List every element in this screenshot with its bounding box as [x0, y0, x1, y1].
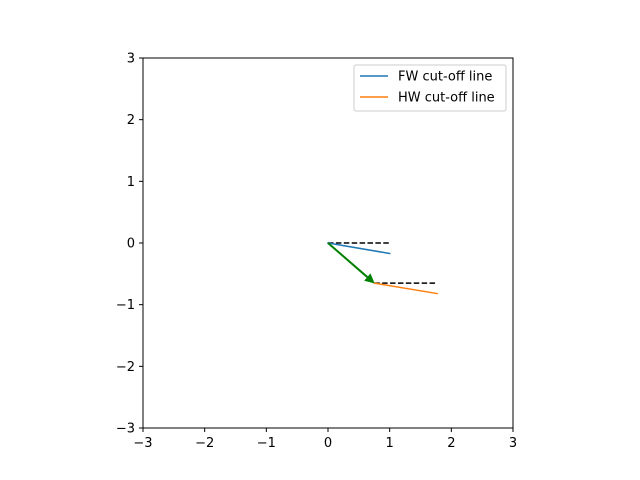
y-tick-label: −1: [116, 298, 135, 313]
series-line-hw-cut-off: [373, 282, 439, 295]
axes: −3 −2 −1 0 1 2 3 −3 −2 −1 0 1 2 3: [116, 52, 517, 452]
y-tick-label: 3: [127, 52, 135, 67]
vector-arrow-head: [364, 273, 375, 284]
legend-label: HW cut-off line: [398, 91, 495, 106]
x-tick-label: 0: [324, 436, 332, 451]
legend-box: [353, 64, 507, 112]
y-axis: −3 −2 −1 0 1 2 3: [116, 52, 143, 437]
x-tick-label: −3: [133, 436, 152, 451]
y-tick-label: 0: [127, 237, 135, 252]
y-tick-label: −3: [116, 422, 135, 437]
x-tick-label: −2: [195, 436, 214, 451]
x-tick-label: 1: [386, 436, 394, 451]
plot-area: [327, 242, 439, 295]
series-line-fw-cut-off: [327, 242, 391, 255]
legend-label: FW cut-off line: [398, 70, 492, 85]
y-tick-label: −2: [116, 360, 135, 375]
vector-arrow-shaft: [327, 242, 369, 278]
x-tick-label: 3: [509, 436, 517, 451]
y-tick-label: 2: [127, 113, 135, 128]
y-tick-label: 1: [127, 175, 135, 190]
x-axis: −3 −2 −1 0 1 2 3: [133, 428, 517, 451]
x-tick-label: 2: [447, 436, 455, 451]
legend: FW cut-off line HW cut-off line: [353, 64, 507, 112]
x-tick-label: −1: [257, 436, 276, 451]
